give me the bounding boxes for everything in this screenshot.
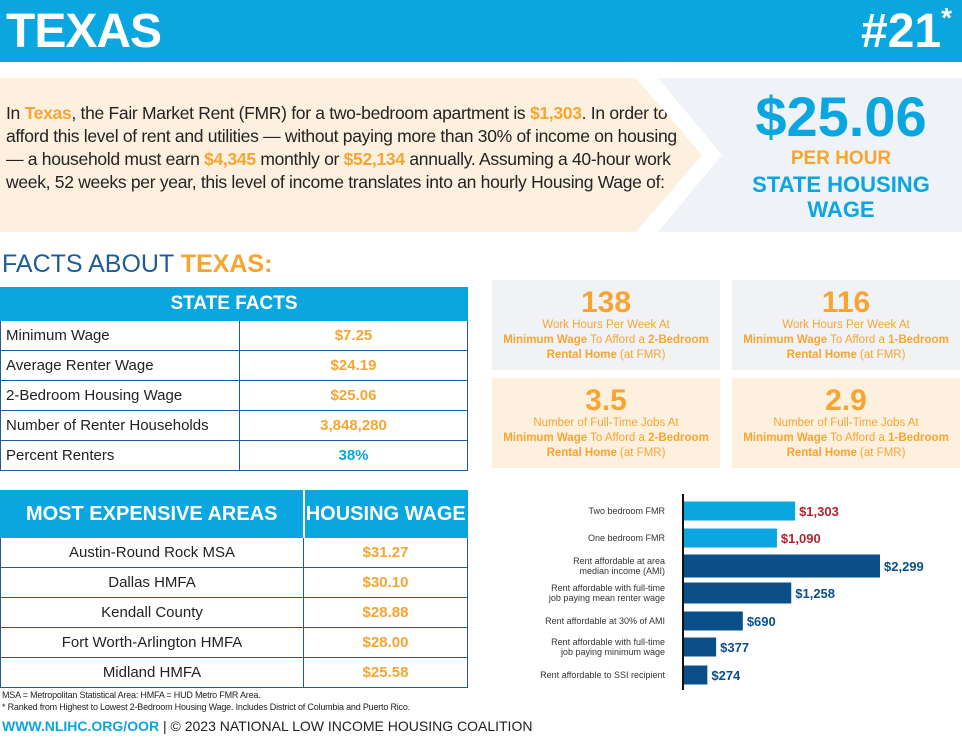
bar	[684, 611, 743, 631]
bar-value-label: $690	[747, 614, 776, 629]
housing-wage-box: $25.06 PER HOUR STATE HOUSING WAGE	[658, 78, 962, 232]
table-row: Midland HMFA $25.58	[0, 657, 468, 688]
intro-text: In Texas, the Fair Market Rent (FMR) for…	[6, 103, 677, 192]
facts-heading: FACTS ABOUT TEXAS:	[2, 250, 273, 278]
category-label: Rent affordable to SSI recipient	[540, 670, 665, 680]
footer: WWW.NLIHC.ORG/OOR | © 2023 NATIONAL LOW …	[2, 718, 533, 734]
most-expensive-areas-table: MOST EXPENSIVE AREAS HOUSING WAGE Austin-…	[0, 490, 468, 688]
bar	[684, 637, 717, 657]
rent-affordability-chart: $1,303 Two bedroom FMR $1,090 One bedroom F…	[540, 494, 924, 690]
state-title: TEXAS	[6, 5, 162, 58]
stat-card: 2.9 Number of Full-Time Jobs At Minimum …	[732, 378, 960, 468]
bar	[684, 528, 777, 548]
bar-value-label: $1,258	[795, 586, 835, 601]
category-label: Rent affordable with full-time	[551, 637, 665, 647]
bar	[684, 554, 880, 578]
footnote-abbreviations: MSA = Metropolitan Statistical Area: HMF…	[2, 690, 261, 700]
stat-card: 138 Work Hours Per Week At Minimum Wage …	[492, 280, 720, 370]
table-row: Number of Renter Households 3,848,280	[0, 410, 468, 441]
wage-column-header: HOUSING WAGE	[302, 490, 468, 538]
category-label: Rent affordable at 30% of AMI	[545, 616, 665, 626]
areas-column-header: MOST EXPENSIVE AREAS	[0, 490, 304, 538]
state-facts-table: STATE FACTS Minimum Wage $7.25 Average Re…	[0, 287, 468, 471]
table-row: 2-Bedroom Housing Wage $25.06	[0, 380, 468, 411]
stat-card: 116 Work Hours Per Week At Minimum Wage …	[732, 280, 960, 370]
stat-card: 3.5 Number of Full-Time Jobs At Minimum …	[492, 378, 720, 468]
state-housing-wage-label: STATE HOUSING WAGE	[752, 172, 930, 222]
bar	[684, 501, 796, 521]
table-row: Dallas HMFA $30.10	[0, 567, 468, 598]
website-link[interactable]: WWW.NLIHC.ORG/OOR	[2, 718, 160, 734]
housing-wage-value: $25.06	[755, 85, 927, 148]
state-rank: #21*	[861, 2, 952, 58]
category-label: Rent affordable with full-time	[551, 583, 665, 593]
bar	[684, 665, 708, 685]
bar-value-label: $1,303	[799, 504, 839, 519]
category-label: Rent affordable at area	[573, 556, 665, 566]
bar-value-label: $274	[711, 668, 741, 683]
per-hour-label: PER HOUR	[790, 148, 892, 169]
table-row: Kendall County $28.88	[0, 597, 468, 628]
table-row: Minimum Wage $7.25	[0, 320, 468, 351]
footnote-ranking: * Ranked from Highest to Lowest 2-Bedroo…	[2, 702, 410, 712]
table-row: Percent Renters 38%	[0, 440, 468, 471]
bar-value-label: $2,299	[884, 559, 924, 574]
category-label: job paying minimum wage	[560, 647, 665, 657]
header-banner: TEXAS #21*	[0, 0, 962, 62]
table-row: Average Renter Wage $24.19	[0, 350, 468, 381]
category-label: median income (AMI)	[579, 566, 665, 576]
bar-value-label: $377	[720, 640, 749, 655]
category-label: One bedroom FMR	[588, 533, 666, 543]
category-label: Two bedroom FMR	[588, 506, 665, 516]
intro-box: In Texas, the Fair Market Rent (FMR) for…	[0, 78, 702, 232]
table-row: Austin-Round Rock MSA $31.27	[0, 537, 468, 568]
table-row: Fort Worth-Arlington HMFA $28.00	[0, 627, 468, 658]
state-facts-title: STATE FACTS	[0, 287, 468, 321]
bar	[684, 582, 792, 604]
category-label: job paying mean renter wage	[548, 593, 665, 603]
bar-value-label: $1,090	[781, 531, 821, 546]
